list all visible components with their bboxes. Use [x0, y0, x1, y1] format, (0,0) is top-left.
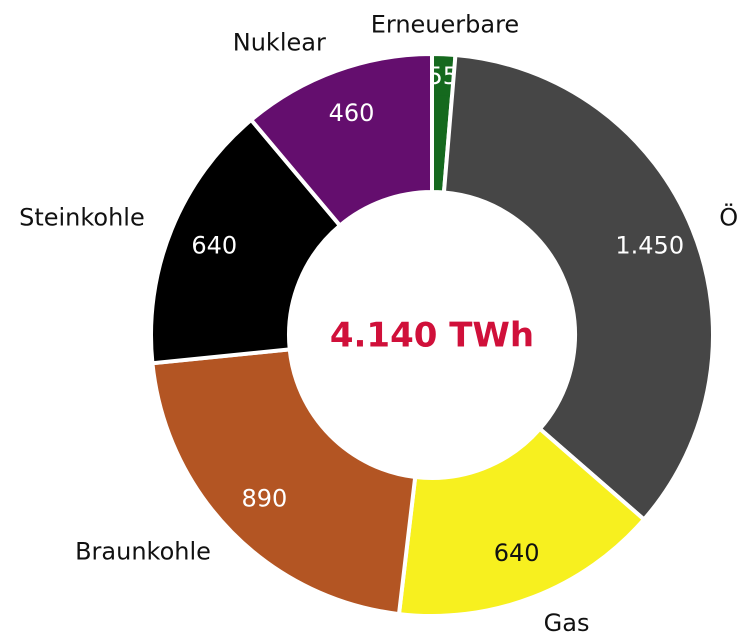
- value-label: 640: [191, 232, 237, 260]
- donut-segment: [149, 117, 343, 366]
- category-label: Erneuerbare: [371, 10, 519, 38]
- value-label: 890: [242, 485, 288, 513]
- donut-segment: [248, 51, 434, 229]
- category-label: Braunkohle: [75, 537, 211, 565]
- value-label: 1.450: [615, 232, 684, 260]
- category-label: Nuklear: [233, 29, 326, 57]
- donut-segment: [441, 52, 715, 523]
- value-label: 460: [329, 99, 375, 127]
- donut-segment: [150, 347, 418, 617]
- value-label: 640: [494, 539, 540, 567]
- category-label: Gas: [544, 609, 590, 637]
- center-label: 4.140 TWh: [330, 316, 534, 356]
- donut-segment: [396, 426, 647, 618]
- category-label: Steinkohle: [19, 203, 145, 231]
- category-label: Öl: [719, 202, 738, 231]
